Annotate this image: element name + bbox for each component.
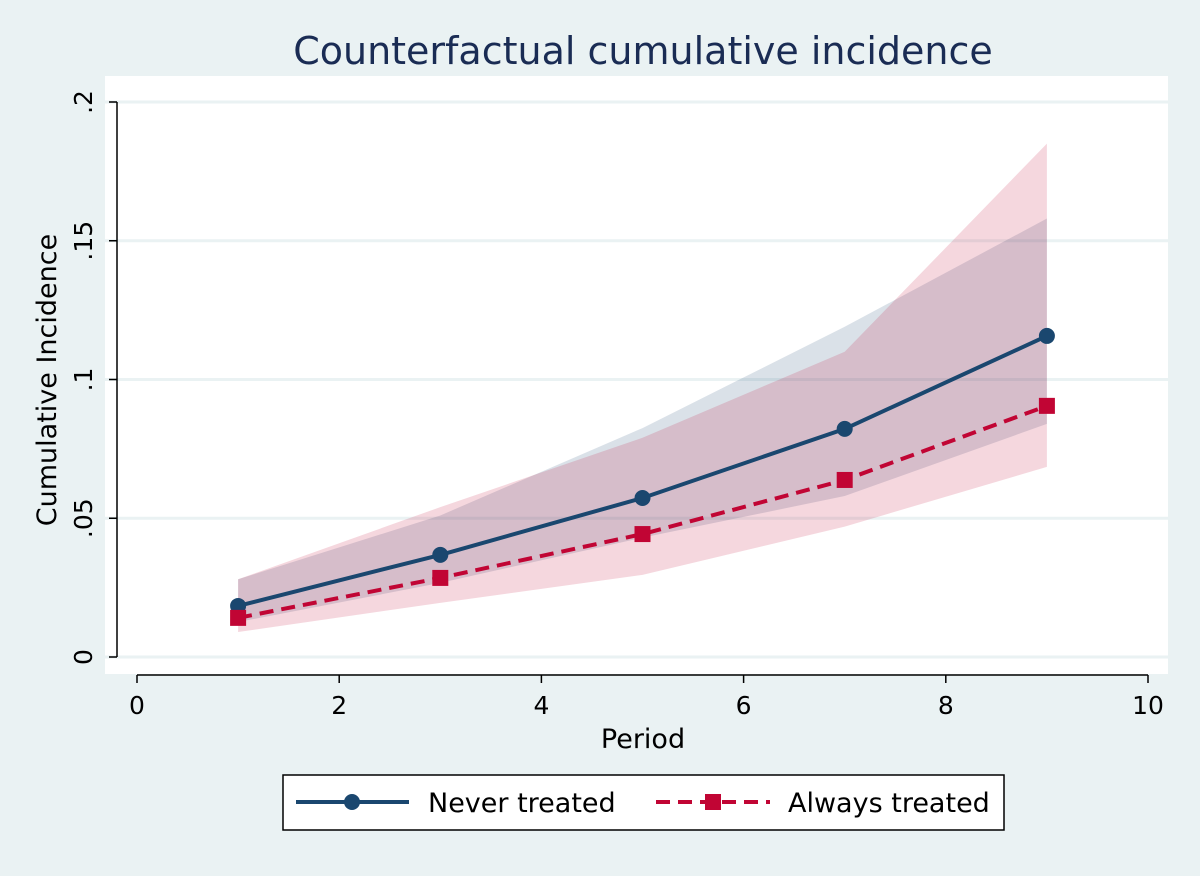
data-point	[634, 526, 651, 543]
data-point	[836, 420, 853, 437]
x-tick-label: 6	[736, 691, 752, 720]
y-axis-label: Cumulative Incidence	[32, 234, 63, 526]
ci-band-0	[238, 218, 1047, 623]
ci-band-1	[238, 143, 1047, 633]
legend-never-label: Never treated	[428, 788, 616, 819]
data-point	[1038, 327, 1055, 344]
data-point	[836, 471, 853, 488]
plot-region	[105, 76, 1168, 674]
data-point	[230, 609, 247, 626]
chart-title: Counterfactual cumulative incidence	[293, 29, 993, 73]
data-point	[432, 569, 449, 586]
x-axis-label: Period	[601, 724, 685, 755]
legend-always-label: Always treated	[788, 788, 990, 819]
legend: Never treated Always treated	[282, 774, 1005, 831]
x-tick-label: 8	[938, 691, 954, 720]
x-tick-label: 2	[331, 691, 347, 720]
y-tick-label: .15	[69, 221, 98, 261]
legend-never-marker	[344, 794, 360, 810]
series-line-1	[237, 403, 1048, 620]
x-tick-label: 0	[129, 691, 145, 720]
data-point	[1038, 397, 1055, 414]
y-tick-label: .05	[69, 498, 98, 538]
x-tick-label: 10	[1132, 691, 1164, 720]
y-tick-label: .2	[69, 90, 98, 114]
y-tick-label: 0	[69, 649, 98, 665]
legend-always-marker	[705, 794, 721, 810]
data-point	[634, 489, 651, 506]
x-tick-label: 4	[533, 691, 549, 720]
y-tick-label: .1	[69, 368, 98, 392]
data-point	[432, 546, 449, 563]
